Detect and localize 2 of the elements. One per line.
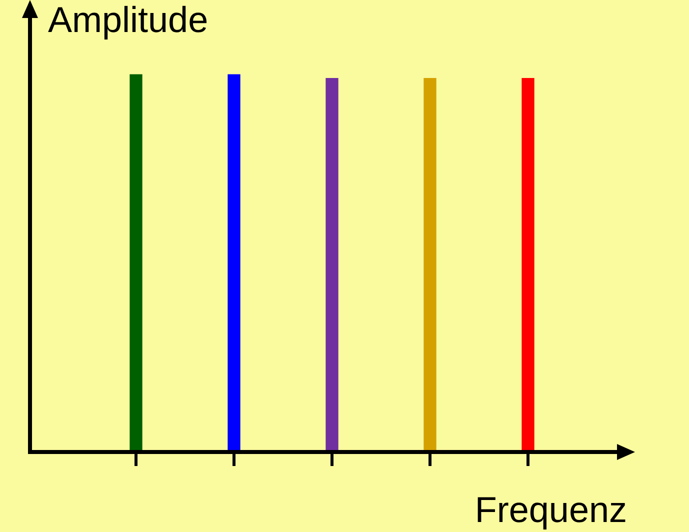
x-axis-title: Frequenz xyxy=(474,488,627,530)
text: Amplitude xyxy=(48,0,208,40)
